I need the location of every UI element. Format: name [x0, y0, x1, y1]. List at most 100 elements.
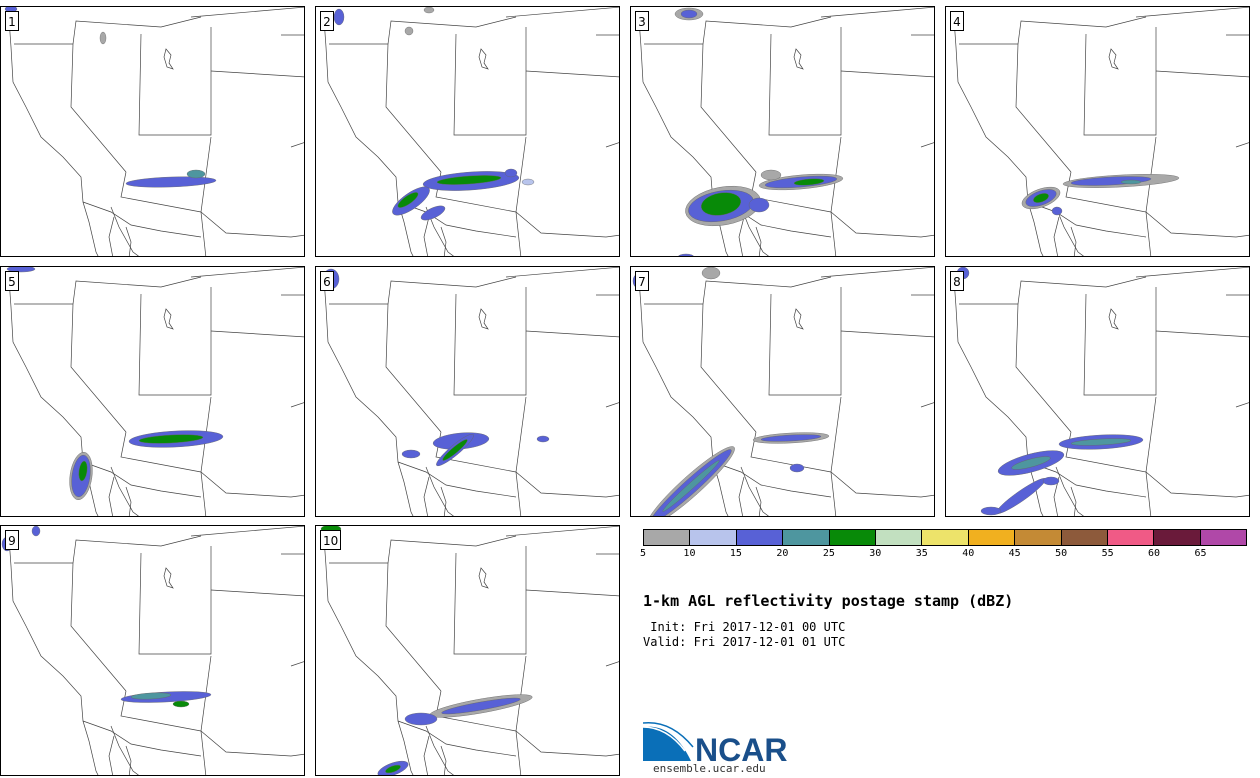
ncar-logo-text: NCAR [695, 732, 787, 766]
lake-outline [478, 308, 489, 330]
reflectivity-echo [701, 192, 741, 216]
reflectivity-echo [423, 7, 435, 14]
colorbar-segment [829, 530, 876, 545]
colorbar-segment [922, 530, 969, 545]
panel-number-label: 10 [320, 530, 342, 550]
panel-number-label: 3 [635, 11, 649, 31]
reflectivity-echo [172, 700, 190, 708]
state-borders [953, 7, 1249, 256]
colorbar-tick-label: 15 [729, 548, 742, 559]
ensemble-member-panel: 3 [630, 6, 935, 257]
colorbar-tick-label: 45 [1008, 548, 1021, 559]
reflectivity-echo [793, 178, 825, 186]
state-borders [8, 267, 304, 516]
reflectivity-echo [130, 692, 172, 700]
panel-number-label: 7 [635, 271, 649, 291]
reflectivity-echo [678, 253, 694, 256]
figure-title: 1-km AGL reflectivity postage stamp (dBZ… [643, 592, 1014, 610]
ensemble-member-panel: 1 [0, 6, 305, 257]
panel-number-label: 8 [950, 271, 964, 291]
lake-outline [793, 308, 804, 330]
state-borders [638, 267, 934, 516]
colorbar-tick-label: 20 [776, 548, 789, 559]
colorbar-segment [1200, 530, 1247, 545]
reflectivity-echo [1042, 476, 1060, 486]
colorbar-segment [690, 530, 737, 545]
ensemble-member-panel: 6 [315, 266, 620, 517]
colorbar-segment [1015, 530, 1062, 545]
reflectivity-echo [980, 506, 1002, 516]
reflectivity-echo [1011, 456, 1051, 470]
colorbar-tick-label: 25 [822, 548, 835, 559]
panel-map [6, 267, 304, 516]
panel-number-label: 1 [5, 11, 19, 31]
colorbar-segment [1107, 530, 1155, 545]
reflectivity-echo [748, 197, 770, 213]
panel-map [323, 7, 619, 256]
reflectivity-echo [1120, 179, 1142, 185]
reflectivity-colorbar [643, 529, 1247, 546]
colorbar-tick-label: 40 [962, 548, 975, 559]
reflectivity-echo [701, 267, 721, 280]
ensemble-member-panel: 5 [0, 266, 305, 517]
colorbar-segment [968, 530, 1016, 545]
panel-map [632, 267, 934, 516]
panel-number-label: 6 [320, 271, 334, 291]
reflectivity-echo [436, 175, 502, 185]
reflectivity-echo [186, 169, 206, 179]
panel-map [638, 7, 934, 256]
reflectivity-echo [662, 460, 720, 512]
colorbar-segment [875, 530, 923, 545]
reflectivity-echo [401, 449, 421, 459]
reflectivity-echo [333, 8, 345, 26]
init-time: Init: Fri 2017-12-01 00 UTC [643, 620, 846, 634]
panel-map [320, 526, 619, 775]
colorbar-segment [736, 530, 784, 545]
ensemble-member-panel: 2 [315, 6, 620, 257]
ensemble-member-panel: 7 [630, 266, 935, 517]
panel-map [4, 7, 304, 256]
state-borders [638, 7, 934, 256]
reflectivity-echo [760, 434, 822, 442]
panel-number-label: 9 [5, 530, 19, 550]
lake-outline [1108, 48, 1119, 70]
reflectivity-echo [125, 176, 217, 188]
colorbar-segment [783, 530, 830, 545]
lake-outline [793, 48, 804, 70]
panel-map [322, 267, 619, 516]
colorbar-segment [1061, 530, 1108, 545]
reflectivity-echo [680, 9, 698, 19]
reflectivity-echo [385, 764, 401, 774]
reflectivity-echo [760, 169, 782, 181]
reflectivity-echo [504, 168, 518, 178]
panel-map [953, 7, 1249, 256]
lake-outline [163, 48, 174, 70]
ensemble-member-panel: 10 [315, 525, 620, 776]
reflectivity-echo [6, 267, 36, 273]
panel-number-label: 4 [950, 11, 964, 31]
colorbar-segment [644, 530, 691, 545]
colorbar-tick-label: 10 [683, 548, 696, 559]
reflectivity-echo [789, 463, 805, 473]
reflectivity-echo [996, 478, 1046, 514]
reflectivity-echo [138, 434, 204, 444]
colorbar-tick-label: 60 [1148, 548, 1161, 559]
reflectivity-echo [31, 526, 41, 537]
reflectivity-echo [442, 439, 468, 461]
lake-outline [163, 567, 174, 589]
state-borders [953, 267, 1249, 516]
ensemble-member-panel: 4 [945, 6, 1250, 257]
reflectivity-echo [404, 712, 438, 726]
state-borders [323, 267, 619, 516]
valid-time: Valid: Fri 2017-12-01 01 UTC [643, 635, 846, 649]
state-borders [323, 7, 619, 256]
reflectivity-echo [441, 697, 521, 715]
colorbar-tick-label: 50 [1055, 548, 1068, 559]
colorbar-tick-label: 30 [869, 548, 882, 559]
colorbar-segment [1154, 530, 1201, 545]
colorbar-tick-label: 55 [1101, 548, 1114, 559]
reflectivity-echo [397, 192, 419, 208]
colorbar-tick-label: 35 [915, 548, 928, 559]
state-borders [8, 526, 304, 775]
reflectivity-echo [536, 435, 550, 443]
